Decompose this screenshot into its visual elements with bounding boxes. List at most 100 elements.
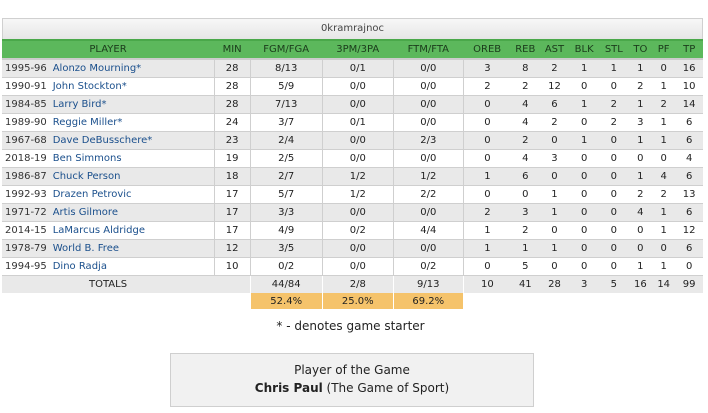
stat-ft: 0/0 [392, 59, 464, 78]
player-link[interactable]: Ben Simmons [49, 149, 215, 168]
stat-to: 1 [628, 257, 653, 276]
stat-stl: 0 [599, 257, 629, 276]
stat-ft: 4/4 [392, 221, 464, 240]
table-row: 1984-85 Larry Bird* 28 7/13 0/0 0/0 0 4 6 1 2 1 2 14 [2, 95, 703, 114]
stat-stl: 2 [599, 95, 629, 114]
stat-blk: 0 [569, 203, 599, 222]
stat-oreb: 1 [463, 167, 511, 186]
stat-tp: 6 [675, 113, 703, 132]
stat-reb: 4 [511, 95, 540, 114]
stat-fg: 3/5 [249, 239, 323, 258]
stat-to: 1 [628, 95, 653, 114]
season-cell: 1992-93 [2, 185, 50, 204]
stat-oreb: 0 [463, 131, 511, 150]
stat-min: 17 [213, 185, 251, 204]
col-header-player[interactable]: PLAYER [2, 39, 215, 60]
player-link[interactable]: Artis Gilmore [49, 203, 215, 222]
player-link[interactable]: World B. Free [49, 239, 215, 258]
stat-fg: 2/4 [249, 131, 323, 150]
col-header-blk[interactable]: BLK [569, 39, 599, 60]
totals-tp: 99 [675, 275, 703, 293]
stat-stl: 0 [599, 203, 629, 222]
stat-tp3: 0/0 [321, 203, 394, 222]
col-header-3p[interactable]: 3PM/3PA [322, 39, 394, 60]
col-header-min[interactable]: MIN [214, 39, 251, 60]
table-row: 2018-19 Ben Simmons 19 2/5 0/0 0/0 0 4 3 0 0 0 0 4 [2, 149, 703, 168]
totals-label: TOTALS [2, 275, 215, 293]
stat-tp3: 1/2 [321, 167, 394, 186]
stat-fg: 2/5 [249, 149, 323, 168]
player-link[interactable]: Dave DeBusschere* [49, 131, 215, 150]
col-header-fg[interactable]: FGM/FGA [250, 39, 323, 60]
table-row: 1978-79 World B. Free 12 3/5 0/0 0/0 1 1 1 0 0 0 0 6 [2, 239, 703, 258]
stat-pf: 1 [652, 203, 676, 222]
player-link[interactable]: LaMarcus Aldridge [49, 221, 215, 240]
stat-pf: 2 [652, 95, 676, 114]
totals-stl: 5 [599, 275, 629, 293]
player-link[interactable]: Reggie Miller* [49, 113, 215, 132]
stat-pf: 1 [652, 131, 676, 150]
player-link[interactable]: Larry Bird* [49, 95, 215, 114]
stat-reb: 2 [511, 221, 540, 240]
stat-min: 24 [213, 113, 251, 132]
stat-to: 1 [628, 59, 653, 78]
col-header-ast[interactable]: AST [539, 39, 570, 60]
totals-fg: 44/84 [249, 275, 323, 293]
stat-to: 2 [628, 77, 653, 96]
team-name-header: 0kramrajnoc [2, 18, 703, 39]
stat-blk: 0 [569, 77, 599, 96]
stat-ft: 0/0 [392, 95, 464, 114]
stat-ft: 2/2 [392, 185, 464, 204]
col-header-to[interactable]: TO [628, 39, 653, 60]
stat-to: 3 [628, 113, 653, 132]
stat-reb: 6 [511, 167, 540, 186]
col-header-tp[interactable]: TP [675, 39, 703, 60]
stat-pf: 2 [652, 185, 676, 204]
totals-row: TOTALS 44/84 2/8 9/13 10 41 28 3 5 16 14… [2, 275, 703, 293]
player-link[interactable]: Alonzo Mourning* [49, 59, 215, 78]
stat-oreb: 0 [463, 149, 511, 168]
stat-pf: 1 [652, 221, 676, 240]
stat-ast: 0 [539, 221, 570, 240]
stat-tp: 14 [675, 95, 703, 114]
stat-fg: 3/3 [249, 203, 323, 222]
pct-ft: 69.2% [392, 293, 464, 309]
stat-min: 17 [213, 203, 251, 222]
stat-oreb: 2 [463, 203, 511, 222]
player-link[interactable]: John Stockton* [49, 77, 215, 96]
stat-min: 17 [213, 221, 251, 240]
stat-blk: 0 [569, 185, 599, 204]
col-header-ft[interactable]: FTM/FTA [393, 39, 464, 60]
stat-ft: 0/0 [392, 203, 464, 222]
totals-oreb: 10 [463, 275, 511, 293]
stat-blk: 0 [569, 239, 599, 258]
potg-name[interactable]: Chris Paul [254, 381, 323, 395]
stat-tp: 6 [675, 167, 703, 186]
season-cell: 1978-79 [2, 239, 50, 258]
stat-blk: 0 [569, 113, 599, 132]
player-link[interactable]: Chuck Person [49, 167, 215, 186]
stat-reb: 2 [511, 77, 540, 96]
stat-stl: 0 [599, 185, 629, 204]
stat-ft: 0/0 [392, 149, 464, 168]
stat-pf: 0 [652, 239, 676, 258]
stat-tp: 6 [675, 203, 703, 222]
stat-blk: 1 [569, 59, 599, 78]
stat-to: 0 [628, 239, 653, 258]
percent-row: 52.4% 25.0% 69.2% [2, 293, 703, 309]
stat-blk: 1 [569, 95, 599, 114]
col-header-pf[interactable]: PF [652, 39, 676, 60]
player-link[interactable]: Dino Radja [49, 257, 215, 276]
stat-stl: 0 [599, 221, 629, 240]
table-row: 2014-15 LaMarcus Aldridge 17 4/9 0/2 4/4 1 2 0 0 0… [2, 221, 703, 240]
col-header-oreb[interactable]: OREB [463, 39, 511, 60]
player-link[interactable]: Drazen Petrovic [49, 185, 215, 204]
season-cell: 1986-87 [2, 167, 50, 186]
table-row: 1992-93 Drazen Petrovic 17 5/7 1/2 2/2 0 0 1 0 0 2 2… [2, 185, 703, 204]
col-header-stl[interactable]: STL [599, 39, 629, 60]
col-header-reb[interactable]: REB [511, 39, 540, 60]
stat-oreb: 0 [463, 257, 511, 276]
stat-tp3: 0/0 [321, 149, 394, 168]
stat-fg: 3/7 [249, 113, 323, 132]
totals-min [214, 275, 251, 293]
